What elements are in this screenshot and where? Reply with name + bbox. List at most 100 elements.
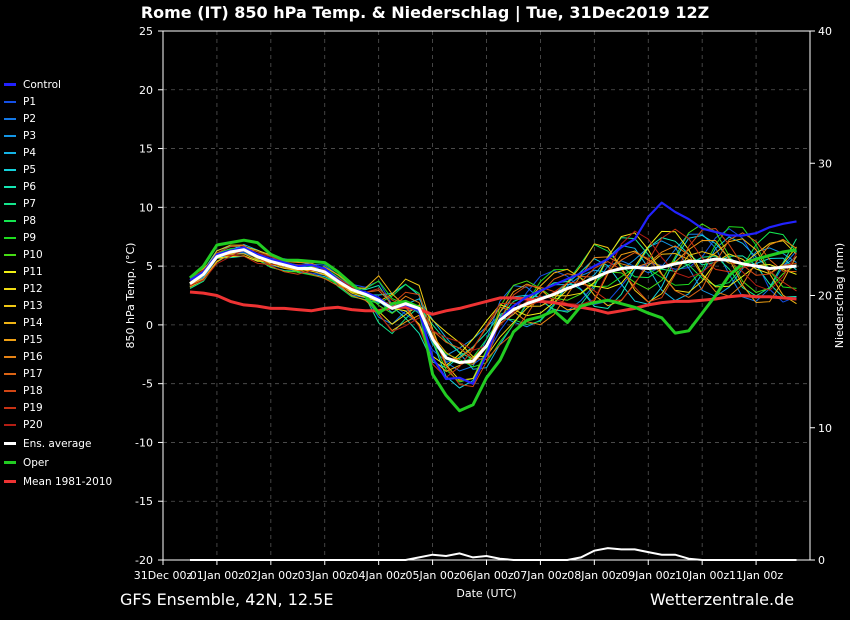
legend-swatch — [4, 406, 16, 409]
legend-item: P15 — [4, 331, 129, 348]
series-line-p18 — [189, 227, 797, 388]
legend-item: P2 — [4, 110, 129, 127]
tick-label-y2: 0 — [818, 554, 825, 567]
series-line-control — [189, 201, 797, 385]
legend-label: P19 — [23, 401, 43, 414]
legend-swatch — [4, 100, 16, 103]
legend-item: P12 — [4, 280, 129, 297]
legend-item: P13 — [4, 297, 129, 314]
legend-swatch — [4, 372, 16, 375]
legend-item: P16 — [4, 348, 129, 365]
tick-label-y: -10 — [135, 436, 153, 449]
legend-label: P16 — [23, 350, 43, 363]
tick-label-y2: 20 — [818, 290, 832, 303]
legend-swatch — [4, 355, 16, 358]
tick-label-x: 04Jan 00z — [352, 569, 406, 582]
legend-label: Mean 1981-2010 — [23, 475, 113, 488]
tick-label-x: 01Jan 00z — [190, 569, 244, 582]
series-line-mean-1981-2010 — [189, 290, 797, 316]
tick-label-x: 09Jan 00z — [621, 569, 675, 582]
legend-item: P5 — [4, 161, 129, 178]
tick-label-y: -15 — [135, 495, 153, 508]
plot-frame — [162, 30, 811, 561]
tick-label-y: 0 — [146, 319, 153, 332]
legend-item: P14 — [4, 314, 129, 331]
legend-swatch — [4, 480, 16, 483]
tick-label-y2: 40 — [818, 25, 832, 38]
legend-item: P3 — [4, 127, 129, 144]
legend-label: P9 — [23, 231, 37, 244]
tick-label-x: 10Jan 00z — [675, 569, 729, 582]
tick-label-x: 05Jan 00z — [405, 569, 459, 582]
legend-label: P7 — [23, 197, 37, 210]
legend-swatch — [4, 151, 16, 154]
legend-label: Oper — [23, 456, 49, 469]
legend-item: P20 — [4, 416, 129, 433]
legend-item: Mean 1981-2010 — [4, 473, 129, 490]
series-line-oper — [189, 238, 797, 413]
legend-label: P17 — [23, 367, 43, 380]
legend-swatch — [4, 83, 16, 86]
legend-item: P11 — [4, 263, 129, 280]
tick-label-x: 06Jan 00z — [459, 569, 513, 582]
tick-label-y2: 10 — [818, 422, 832, 435]
tick-label-x: 02Jan 00z — [244, 569, 298, 582]
legend-label: P4 — [23, 146, 37, 159]
tick-label-y: 10 — [139, 201, 153, 214]
tick-label-y: 25 — [139, 25, 153, 38]
model-label: GFS Ensemble, 42N, 12.5E — [120, 590, 334, 609]
legend-item: Control — [4, 76, 129, 93]
legend-label: P10 — [23, 248, 43, 261]
temperature-lines — [189, 201, 797, 413]
chart-legend: Control P1 P2 P3 P4 P5 P6 P7 P8 P9 P10 P11 P12 P13 P14… — [4, 76, 129, 490]
legend-label: P2 — [23, 112, 37, 125]
legend-label: Control — [23, 78, 61, 91]
y-axis-label: 850 hPa Temp. (°C) — [124, 243, 137, 349]
legend-label: P13 — [23, 299, 43, 312]
legend-label: P3 — [23, 129, 37, 142]
legend-swatch — [4, 134, 16, 137]
legend-item: P19 — [4, 399, 129, 416]
legend-item: P6 — [4, 178, 129, 195]
legend-swatch — [4, 202, 16, 205]
chart-title: Rome (IT) 850 hPa Temp. & Niederschlag |… — [140, 3, 710, 22]
legend-swatch — [4, 338, 16, 341]
legend-swatch — [4, 185, 16, 188]
legend-item: P9 — [4, 229, 129, 246]
legend-swatch — [4, 168, 16, 171]
series-line-p16 — [189, 238, 797, 360]
legend-swatch — [4, 270, 16, 273]
tick-label-x: 08Jan 00z — [567, 569, 621, 582]
series-line-ens-average — [189, 248, 797, 364]
legend-item: P4 — [4, 144, 129, 161]
series-line-p1 — [189, 228, 797, 365]
legend-label: P14 — [23, 316, 43, 329]
legend-label: P12 — [23, 282, 43, 295]
legend-item: P10 — [4, 246, 129, 263]
legend-swatch — [4, 219, 16, 222]
legend-item: P7 — [4, 195, 129, 212]
legend-item: Oper — [4, 454, 129, 471]
legend-item: Ens. average — [4, 435, 129, 452]
legend-swatch — [4, 442, 16, 445]
legend-label: Ens. average — [23, 437, 92, 450]
x-axis-label: Date (UTC) — [456, 587, 516, 600]
legend-label: P20 — [23, 418, 43, 431]
tick-label-x: 03Jan 00z — [298, 569, 352, 582]
series-line-p2 — [189, 233, 797, 372]
legend-swatch — [4, 423, 16, 426]
precip-ens-average-line — [190, 547, 797, 561]
legend-item: P8 — [4, 212, 129, 229]
tick-label-y2: 30 — [818, 157, 832, 170]
y2-axis-label: Niederschlag (mm) — [833, 243, 846, 348]
tick-label-x: 07Jan 00z — [513, 569, 567, 582]
tick-label-y: 15 — [139, 143, 153, 156]
tick-label-x: 11Jan 00z — [729, 569, 783, 582]
series-line-p15 — [189, 239, 797, 365]
legend-swatch — [4, 117, 16, 120]
legend-swatch — [4, 389, 16, 392]
legend-label: P15 — [23, 333, 43, 346]
tick-label-x: 31Dec 00z — [134, 569, 193, 582]
